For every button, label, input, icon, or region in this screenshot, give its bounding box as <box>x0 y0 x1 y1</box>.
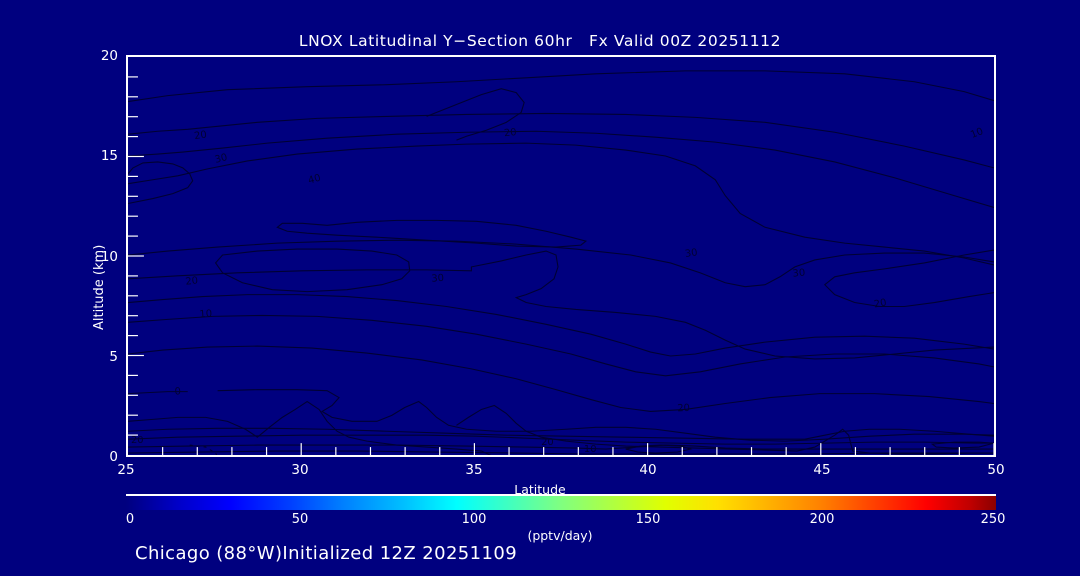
x-tick-label-25: 25 <box>117 462 135 478</box>
colorbar-top-rule <box>126 494 996 496</box>
contour-label: 30 <box>792 268 806 280</box>
colorbar-tick-0: 0 <box>125 512 135 527</box>
y-tick-label-0: 0 <box>109 449 118 465</box>
x-minor-ticks <box>162 443 994 455</box>
contour-label: 30 <box>431 273 444 285</box>
figure-caption: Chicago (88°W)Initialized 12Z 20251109 <box>135 543 518 564</box>
contour-overlay: 20 30 40 30 20 30 30 20 10 20 10 0 20 20… <box>128 70 994 455</box>
colorbar-gradient <box>126 496 996 510</box>
contour-label: 10 <box>199 309 212 321</box>
chart-title: LNOX Latitudinal Y−Section 60hr Fx Valid… <box>298 32 782 50</box>
contour-label: 0 <box>174 386 181 397</box>
colorbar <box>126 496 996 510</box>
colorbar-tick-50: 50 <box>291 512 309 527</box>
y-tick-label-20: 20 <box>100 48 118 64</box>
x-tick-label-45: 45 <box>813 462 831 478</box>
colorbar-tick-250: 250 <box>980 512 1006 527</box>
contour-label-group: 20 30 40 30 20 30 30 20 10 20 10 0 20 20… <box>131 126 985 455</box>
y-tick-label-10: 10 <box>100 249 118 265</box>
contour-label: 20 <box>504 127 518 139</box>
colorbar-tick-100: 100 <box>461 512 487 527</box>
colorbar-units-label: (pptv/day) <box>527 528 593 543</box>
x-tick-label-30: 30 <box>291 462 309 478</box>
y-axis-label: Altitude (km) <box>92 244 107 330</box>
colorbar-tick-200: 200 <box>809 512 835 527</box>
contour-label: 10 <box>969 126 985 141</box>
y-minor-ticks <box>128 76 144 436</box>
contour-label: 20 <box>541 437 554 448</box>
contour-label: 40 <box>307 173 322 187</box>
x-tick-label-50: 50 <box>987 462 1005 478</box>
contour-label: 20 <box>873 297 887 310</box>
contour-label: 20 <box>185 275 199 287</box>
contour-label: 20 <box>131 435 144 446</box>
x-tick-label-40: 40 <box>639 462 657 478</box>
contour-label: 30 <box>684 247 698 260</box>
contour-label: 20 <box>194 130 208 143</box>
x-tick-label-35: 35 <box>465 462 483 478</box>
contour-label: 20 <box>677 403 690 415</box>
contour-label: 10 <box>584 444 597 455</box>
y-tick-label-15: 15 <box>100 148 118 164</box>
y-tick-label-5: 5 <box>109 349 118 365</box>
contour-label: 30 <box>214 152 229 166</box>
colorbar-tick-150: 150 <box>635 512 661 527</box>
x-axis-label: Latitude <box>514 482 566 497</box>
plot-area: 20 30 40 30 20 30 30 20 10 20 10 0 20 20… <box>126 55 996 457</box>
